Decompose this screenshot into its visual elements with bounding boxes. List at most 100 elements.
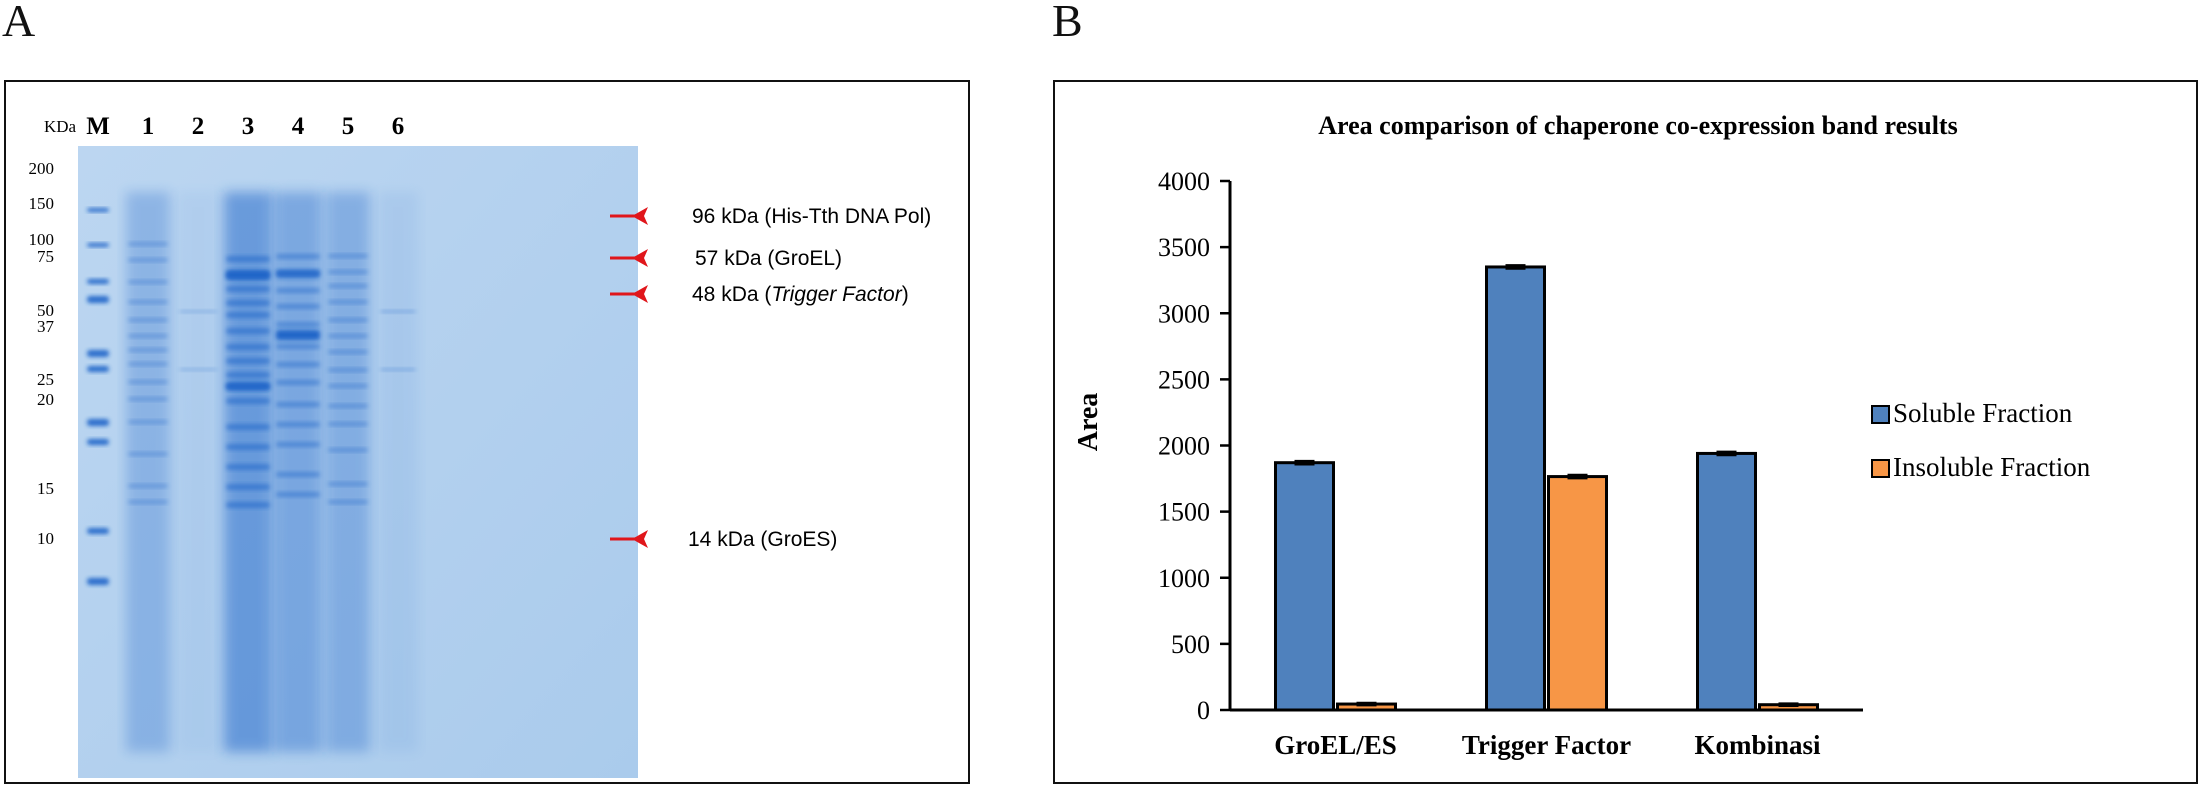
annotation-text: 57 kDa (GroEL)	[695, 247, 842, 270]
gel-band	[226, 344, 270, 350]
gel-band	[87, 528, 109, 534]
gel-band	[276, 254, 320, 259]
error-bar	[1356, 701, 1377, 707]
gel-band	[226, 424, 270, 430]
gel-band	[87, 578, 109, 585]
gel-band	[276, 322, 320, 327]
ladder-label: 50	[37, 301, 54, 320]
band-annotation: 57 kDa (GroEL)	[610, 247, 842, 270]
gel-band	[328, 270, 368, 274]
gel-band	[328, 384, 368, 388]
gel-band	[328, 500, 368, 504]
gel-band	[328, 368, 368, 372]
gel-band	[276, 472, 320, 477]
legend: Soluble Fraction Insoluble Fraction	[1871, 398, 2091, 482]
gel-band	[128, 334, 168, 338]
y-tick-label: 3000	[1158, 299, 1210, 328]
y-tick-label: 0	[1197, 696, 1210, 725]
ladder-label: 150	[29, 194, 55, 213]
gel-band	[276, 422, 320, 427]
gel-band	[328, 422, 368, 426]
lane-label: 4	[292, 113, 305, 140]
y-tick-label: 3500	[1158, 233, 1210, 262]
arrow-head	[632, 285, 648, 303]
y-tick-label: 2000	[1158, 432, 1210, 461]
chart-panel: Area comparison of chaperone co-expressi…	[1053, 80, 2198, 784]
gel-band	[179, 310, 217, 313]
annotation-text-end: )	[902, 283, 909, 306]
error-bar	[1294, 459, 1315, 466]
lane-label: M	[86, 113, 110, 140]
gel-band	[226, 312, 270, 318]
gel-band	[87, 296, 109, 303]
gel-band	[128, 420, 168, 424]
gel-band	[226, 502, 270, 508]
gel-band	[276, 492, 320, 497]
error-bar	[1778, 702, 1799, 708]
gel-band	[128, 300, 168, 304]
gel-band	[87, 350, 109, 357]
arrow-head	[632, 207, 648, 225]
bar	[1485, 265, 1546, 712]
gel-band	[328, 448, 368, 452]
gel-band	[380, 310, 416, 313]
gel-band	[328, 284, 368, 288]
bar	[1696, 451, 1757, 712]
gel-band	[128, 452, 168, 456]
gel-band	[226, 398, 270, 404]
lane-label: 5	[342, 113, 355, 140]
bars	[1274, 264, 1819, 712]
x-tick-label: GroEL/ES	[1274, 730, 1397, 760]
lane-label: 6	[392, 113, 405, 140]
y-axis: 0 500 1000 1500 2000 2500 3000 3500 4000	[1158, 167, 1232, 725]
annotation-text-main: 57 kDa (GroEL)	[695, 247, 842, 270]
gel-band	[128, 380, 168, 384]
x-tick-label: Kombinasi	[1694, 730, 1821, 760]
annotation-text-main: 14 kDa (GroES)	[688, 528, 837, 551]
gel-band	[87, 279, 109, 284]
gel-band	[128, 397, 168, 401]
x-axis: GroEL/ES Trigger Factor Kombinasi	[1230, 708, 1863, 760]
lane-smear	[326, 192, 370, 752]
gel-band	[87, 439, 109, 445]
gel-band	[226, 444, 270, 450]
gel-band	[226, 382, 270, 390]
gel-band	[328, 300, 368, 304]
band-annotation: 14 kDa (GroES)	[610, 528, 837, 551]
gel-band	[276, 270, 320, 278]
gel-band	[128, 500, 168, 504]
gel-band	[276, 442, 320, 447]
y-tick-label: 4000	[1158, 167, 1210, 196]
y-tick-label: 500	[1171, 630, 1210, 659]
arrow-head	[632, 530, 648, 548]
gel-band	[328, 254, 368, 258]
legend-label: Soluble Fraction	[1893, 398, 2073, 428]
gel-band	[226, 270, 270, 280]
legend-swatch	[1871, 459, 1890, 478]
gel-band	[226, 256, 270, 262]
gel-band	[226, 300, 270, 306]
gel-band	[226, 464, 270, 470]
gel-band	[276, 304, 320, 309]
ladder-label: 15	[37, 479, 54, 498]
panel-b-label: B	[1052, 0, 1083, 46]
gel-band	[226, 286, 270, 292]
lane-smear	[224, 192, 272, 752]
kda-unit-label: KDa	[44, 117, 77, 136]
annotation-text-main: 48 kDa (	[692, 283, 771, 306]
gel-band	[87, 243, 109, 247]
gel-band	[87, 208, 109, 212]
gel-panel: KDa M 1 2 3 4 5 6 200 150 100 75 50 37 25 20 15 10 96 k…	[4, 80, 970, 784]
error-bar	[1567, 473, 1588, 480]
ladder-label: 20	[37, 390, 54, 409]
gel-band	[128, 362, 168, 366]
bar-chart: Area comparison of chaperone co-expressi…	[1073, 111, 2091, 760]
gel-band	[179, 368, 217, 371]
arrow-head	[632, 249, 648, 267]
lane-label: 1	[142, 113, 155, 140]
gel-band	[276, 402, 320, 407]
gel-band	[128, 280, 168, 284]
lane-smear	[126, 192, 170, 752]
gel-band	[128, 242, 168, 246]
